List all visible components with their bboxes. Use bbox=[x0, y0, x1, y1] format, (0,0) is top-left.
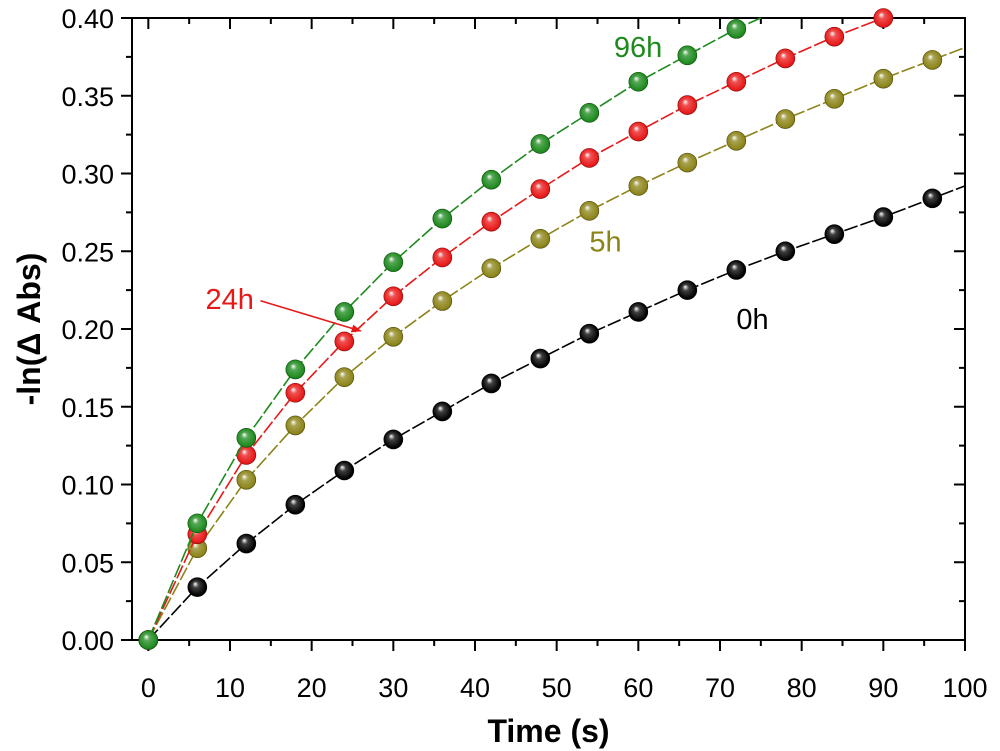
series-5h bbox=[138, 46, 966, 650]
x-tick-label: 20 bbox=[297, 673, 327, 703]
y-axis-title: -ln(Δ Abs) bbox=[11, 253, 47, 406]
data-point-5h bbox=[481, 258, 502, 279]
data-point-5h bbox=[628, 176, 649, 196]
data-point-5h bbox=[824, 89, 845, 109]
y-tick-label: 0.25 bbox=[61, 237, 114, 267]
data-point-24h bbox=[579, 148, 600, 168]
data-point-0h bbox=[775, 241, 796, 262]
series-24h bbox=[138, 8, 894, 650]
series-line-0h bbox=[147, 185, 966, 641]
data-point-0h bbox=[481, 373, 502, 394]
data-point-96h bbox=[383, 252, 404, 272]
data-point-0h bbox=[334, 460, 355, 481]
label-96h: 96h bbox=[614, 32, 662, 64]
data-point-24h bbox=[628, 121, 649, 142]
data-point-0h bbox=[677, 280, 698, 300]
series-line-24h bbox=[147, 17, 884, 641]
data-point-0h bbox=[530, 348, 551, 369]
series-line-5h bbox=[147, 46, 966, 641]
data-point-96h bbox=[726, 19, 747, 39]
y-axis: 0.00 0.05 0.10 0.15 0.20 0.25 0.30 0.35 0.40 bbox=[61, 4, 965, 656]
data-point-24h bbox=[334, 331, 355, 352]
label-0h: 0h bbox=[736, 304, 768, 336]
data-point-96h bbox=[334, 302, 355, 322]
data-point-96h bbox=[530, 134, 551, 154]
y-tick-label: 0.00 bbox=[61, 626, 114, 656]
data-point-24h bbox=[530, 179, 551, 199]
y-tick-label: 0.40 bbox=[61, 4, 114, 34]
data-point-96h bbox=[481, 169, 502, 190]
data-point-24h bbox=[677, 95, 698, 115]
data-point-96h bbox=[628, 71, 649, 92]
data-point-5h bbox=[530, 229, 551, 249]
x-tick-label: 0 bbox=[141, 673, 156, 703]
data-point-96h bbox=[285, 359, 306, 380]
data-point-96h bbox=[677, 45, 698, 66]
data-point-5h bbox=[873, 68, 894, 89]
data-point-5h bbox=[677, 152, 698, 173]
data-point-0h bbox=[187, 577, 208, 597]
plot-border bbox=[131, 17, 966, 641]
data-point-96h bbox=[579, 103, 600, 123]
arrow-24h bbox=[260, 300, 362, 333]
x-tick-label: 60 bbox=[623, 673, 653, 703]
data-point-5h bbox=[432, 291, 453, 311]
data-point-5h bbox=[236, 470, 257, 490]
data-point-24h bbox=[726, 71, 747, 92]
label-5h: 5h bbox=[589, 226, 621, 258]
x-axis-title: Time (s) bbox=[487, 713, 609, 749]
x-tick-label: 50 bbox=[542, 673, 572, 703]
data-point-0h bbox=[873, 207, 894, 227]
x-tick-label: 90 bbox=[868, 673, 898, 703]
data-point-5h bbox=[775, 109, 796, 129]
data-point-0h bbox=[579, 323, 600, 344]
y-tick-label: 0.05 bbox=[61, 548, 114, 578]
x-axis: 0 10 20 30 40 50 60 70 80 90 100 bbox=[141, 18, 988, 703]
x-tick-label: 100 bbox=[942, 673, 987, 703]
data-point-96h bbox=[187, 513, 208, 534]
data-point-0h bbox=[285, 494, 306, 515]
data-point-24h bbox=[824, 26, 845, 47]
x-tick-label: 40 bbox=[460, 673, 490, 703]
data-point-0h bbox=[628, 302, 649, 322]
data-point-5h bbox=[726, 131, 747, 151]
data-point-5h bbox=[922, 50, 943, 70]
plot-frame bbox=[131, 17, 966, 641]
label-24h: 24h bbox=[206, 284, 254, 316]
series-0h bbox=[138, 185, 966, 650]
data-point-5h bbox=[334, 367, 355, 388]
x-tick-label: 30 bbox=[378, 673, 408, 703]
y-tick-label: 0.15 bbox=[61, 393, 114, 423]
data-point-0h bbox=[236, 533, 257, 554]
data-point-0h bbox=[922, 188, 943, 209]
y-tick-label: 0.35 bbox=[61, 82, 114, 112]
data-point-96h bbox=[432, 208, 453, 229]
annotation-layer: 96h 5h 0h 24h bbox=[206, 32, 769, 336]
x-tick-label: 70 bbox=[705, 673, 735, 703]
x-tick-label: 80 bbox=[787, 673, 817, 703]
data-point-0h bbox=[824, 224, 845, 244]
data-point-24h bbox=[285, 382, 306, 403]
series-layer bbox=[138, 8, 966, 650]
y-tick-label: 0.10 bbox=[61, 471, 114, 501]
y-tick-label: 0.30 bbox=[61, 160, 114, 190]
data-point-96h bbox=[236, 428, 257, 448]
x-tick-label: 10 bbox=[215, 673, 245, 703]
data-point-0h bbox=[383, 429, 404, 450]
data-point-96h bbox=[138, 630, 159, 650]
y-tick-label: 0.20 bbox=[61, 315, 114, 345]
data-point-24h bbox=[432, 247, 453, 268]
data-point-0h bbox=[726, 260, 747, 280]
data-point-5h bbox=[285, 415, 306, 436]
data-point-24h bbox=[383, 286, 404, 307]
data-point-24h bbox=[775, 48, 796, 69]
data-point-5h bbox=[383, 326, 404, 347]
data-point-24h bbox=[481, 211, 502, 232]
series-96h bbox=[138, 17, 762, 650]
data-point-24h bbox=[873, 8, 894, 28]
data-point-5h bbox=[579, 201, 600, 221]
data-point-0h bbox=[432, 401, 453, 422]
